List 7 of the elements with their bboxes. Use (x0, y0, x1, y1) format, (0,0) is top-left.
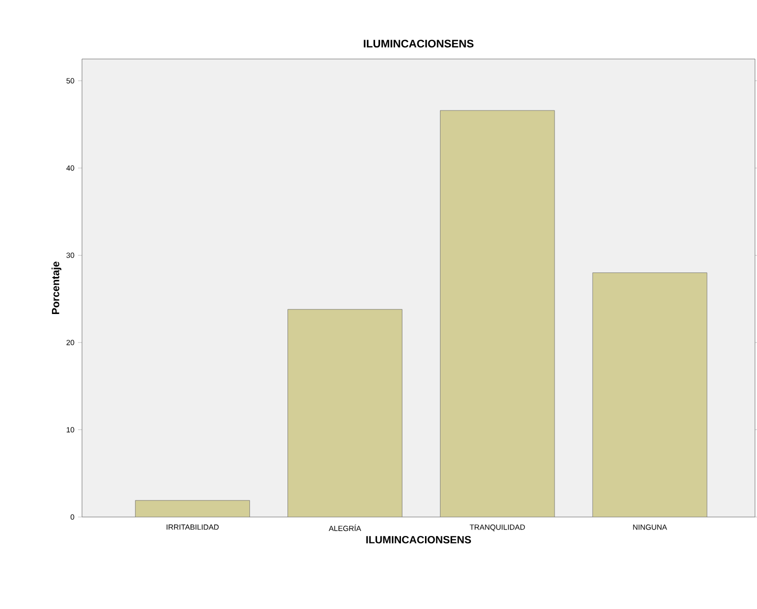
bar (592, 272, 708, 517)
chart-title: ILUMINCACIONSENS (364, 40, 474, 48)
bar (135, 500, 250, 517)
x-axis-title: ILUMINCACIONSENS (366, 536, 471, 544)
y-axis-title: Porcentaje (52, 262, 62, 314)
bar (440, 110, 555, 517)
bar (288, 309, 402, 517)
